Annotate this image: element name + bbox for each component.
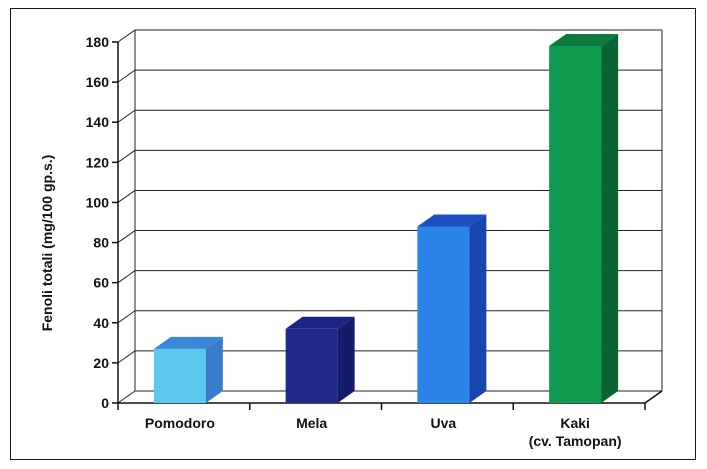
gridline-depth: [117, 270, 136, 284]
bar-top-face: [417, 214, 487, 227]
bar-front-face: [153, 348, 206, 403]
gridline-depth: [117, 109, 136, 123]
y-tick-label: 100: [86, 194, 110, 210]
bar-front-face: [417, 226, 470, 403]
x-category-labels: Pomodoro Mela Uva Kaki (cv. Tamopan): [145, 415, 622, 449]
y-tick-label: 40: [93, 315, 109, 331]
y-tick-label: 0: [101, 395, 109, 411]
y-tick-label: 180: [86, 34, 110, 50]
bar: [285, 316, 355, 403]
bar-side-face: [601, 34, 619, 404]
bar: [417, 214, 487, 403]
floor-right-edge: [644, 390, 663, 404]
y-tick-label: 160: [86, 74, 110, 90]
bar-top-face: [549, 34, 619, 47]
gridline-depth: [117, 310, 136, 324]
y-tick-labels: 0 20 40 60 80 100 120 140 160 180: [86, 34, 118, 411]
y-tick-label: 60: [93, 275, 109, 291]
x-category-label: Pomodoro: [145, 415, 215, 431]
bar-side-face: [205, 336, 223, 403]
bar: [549, 34, 619, 404]
x-category-label: Mela: [296, 415, 327, 431]
bar-top-face: [285, 316, 355, 329]
gridline-depth: [117, 230, 136, 243]
bar-side-face: [337, 316, 355, 403]
bar-front-face: [549, 46, 602, 404]
bar: [153, 336, 223, 403]
y-tick-label: 20: [93, 355, 109, 371]
x-category-label: Kaki: [560, 415, 590, 431]
gridline-depth: [117, 29, 136, 43]
x-category-label: Uva: [431, 415, 457, 431]
x-category-label: (cv. Tamopan): [529, 433, 622, 449]
gridline-depth: [117, 390, 136, 404]
gridline-depth: [117, 190, 136, 203]
bar-side-face: [469, 214, 487, 403]
gridline-depth: [117, 149, 136, 163]
y-tick-label: 80: [93, 235, 109, 251]
chart-bars: [153, 34, 619, 404]
y-tick-label: 120: [86, 154, 110, 170]
gridline-depth: [117, 69, 136, 83]
gridline-depth: [117, 350, 136, 364]
bar-front-face: [285, 328, 338, 403]
y-tick-label: 140: [86, 114, 110, 130]
bar-top-face: [153, 336, 223, 349]
y-axis-title: Fenoli totali (mg/100 gp.s.): [39, 155, 55, 332]
